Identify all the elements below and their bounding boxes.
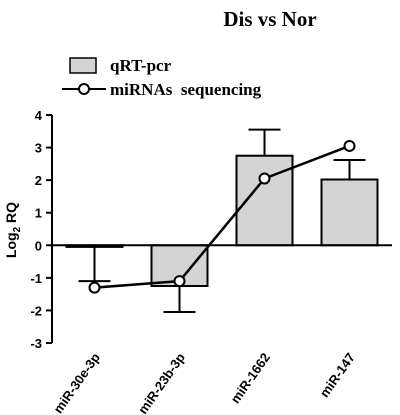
x-tick-label: miR-23b-3p — [135, 350, 188, 415]
legend-label-qrt-pcr: qRT-pcr — [110, 56, 172, 75]
sequencing-point-mir-1662 — [258, 172, 271, 185]
legend-label-mirnas-sequencing: miRNAs sequencing — [110, 80, 262, 99]
x-tick-label: miR-1662 — [228, 350, 273, 406]
error-bars — [78, 128, 366, 314]
x-axis: miR-30e-3p miR-23b-3p miR-1662 miR-147 — [50, 244, 392, 415]
sequencing-line — [94, 144, 350, 289]
y-tick-label: 3 — [35, 141, 42, 156]
y-axis: 4 3 2 1 0 -1 -2 -3 — [30, 108, 53, 351]
y-tick-label: -1 — [30, 271, 42, 286]
chart-title: Dis vs Nor — [223, 7, 316, 31]
x-tick-label: miR-147 — [317, 350, 358, 400]
y-tick-label: 0 — [35, 238, 42, 253]
y-tick-label: 1 — [35, 206, 42, 221]
sequencing-point-mir-23b-3p — [173, 275, 186, 288]
sequencing-point-mir-30e-3p — [88, 281, 101, 294]
x-tick-label: miR-30e-3p — [50, 350, 103, 415]
bar-mir-147 — [320, 178, 379, 247]
y-tick-label: 4 — [35, 108, 43, 123]
legend: qRT-pcr miRNAs sequencing — [62, 56, 262, 99]
legend-bar-swatch — [69, 57, 97, 74]
y-tick-label: -2 — [30, 303, 42, 318]
legend-marker-swatch — [78, 83, 90, 95]
y-axis-label: Log2 RQ — [3, 202, 23, 258]
y-tick-label: 2 — [35, 173, 42, 188]
bars — [65, 154, 379, 288]
line-series — [88, 139, 356, 294]
y-tick-label: -3 — [30, 336, 42, 351]
sequencing-point-mir-147 — [343, 139, 356, 152]
